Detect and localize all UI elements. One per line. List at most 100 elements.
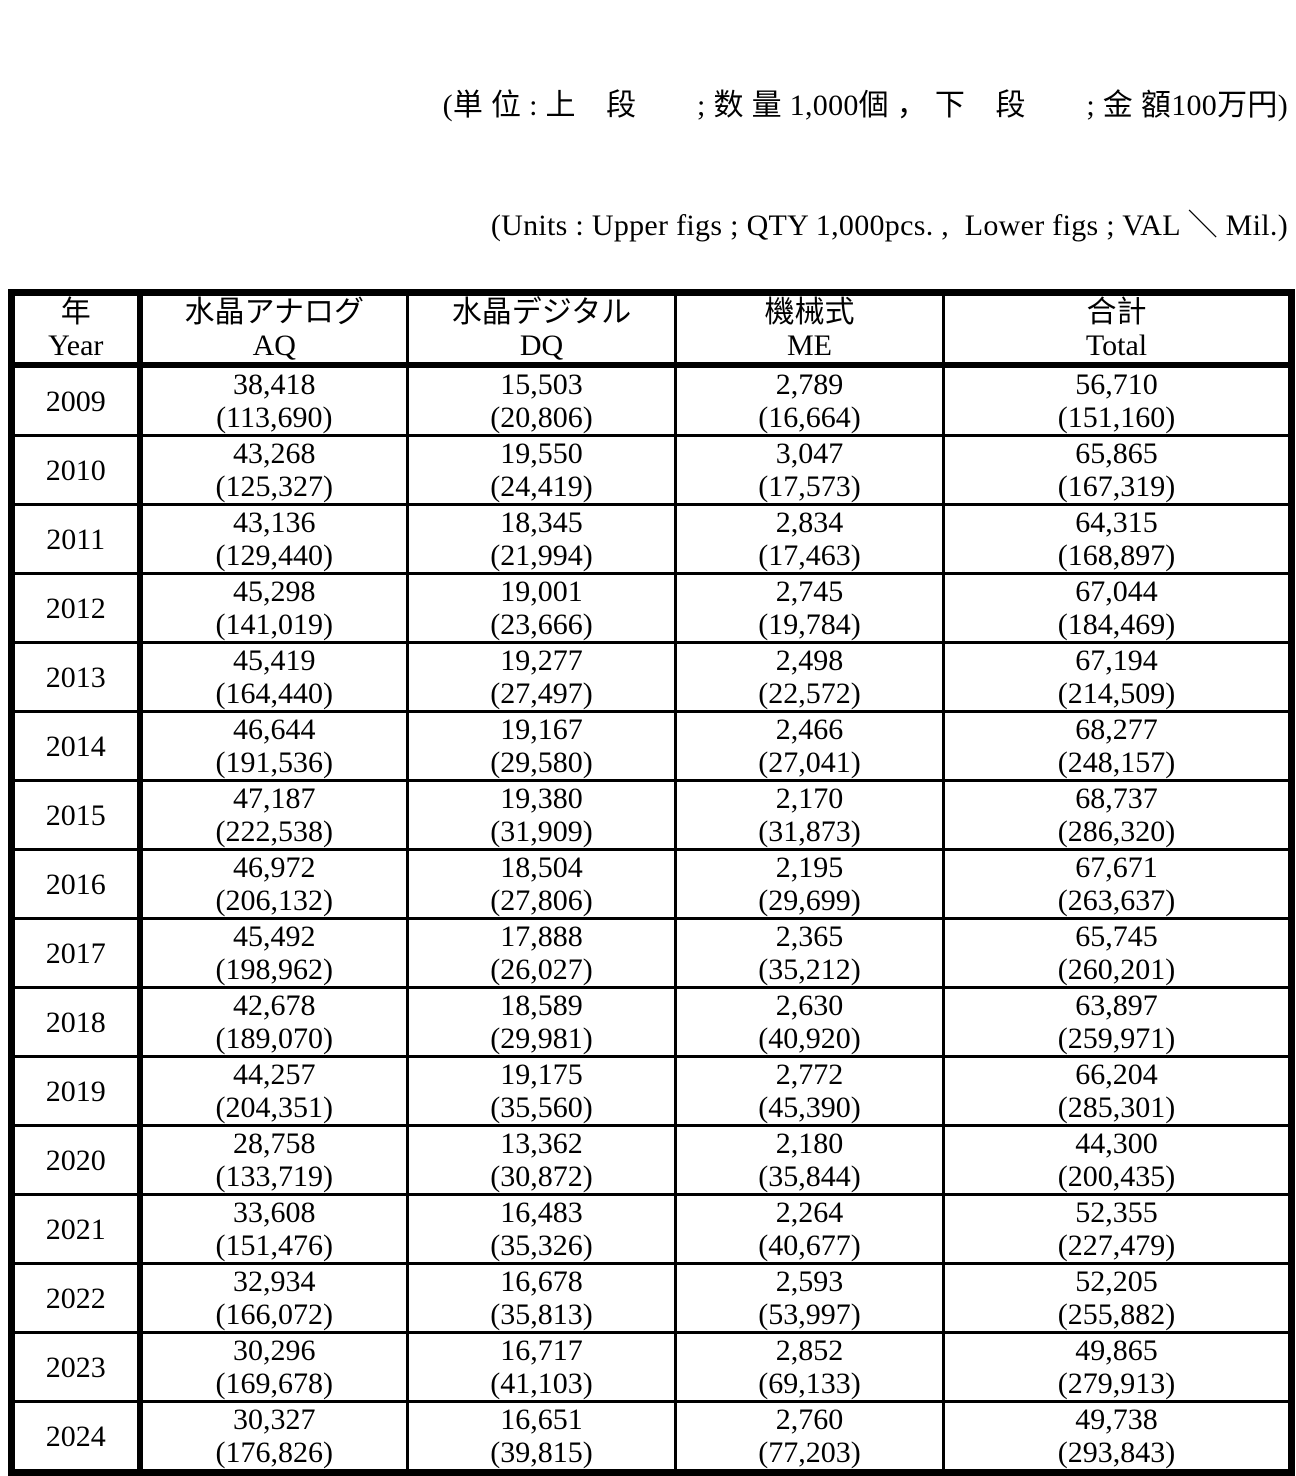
data-cell-dq: 19,550 (24,419) [406,434,677,506]
data-cell-aq: 47,187 (222,538) [138,779,409,851]
quantity-value: 45,298 [233,575,316,609]
amount-value: (227,479) [1057,1229,1176,1262]
data-cell-total: 68,277 (248,157) [942,710,1293,782]
quantity-value: 19,167 [500,713,583,747]
quantity-value: 44,257 [233,1058,316,1092]
data-cell-me: 2,593 (53,997) [674,1262,945,1334]
data-cell-total: 68,737 (286,320) [942,779,1293,851]
amount-value: (69,133) [758,1367,861,1400]
amount-value: (113,690) [216,401,333,434]
amount-value: (22,572) [758,677,861,710]
table-row-2015: 2015 47,187 (222,538) 19,380 (31,909) 2,170 (3… [10,779,1293,851]
data-cell-total: 65,865 (167,319) [942,434,1293,506]
data-cell-dq: 18,589 (29,981) [406,986,677,1058]
data-cell-dq: 15,503 (20,806) [406,363,677,437]
amount-value: (164,440) [215,677,333,710]
data-cell-aq: 46,644 (191,536) [138,710,409,782]
quantity-value: 67,194 [1075,644,1158,678]
data-cell-me: 2,498 (22,572) [674,641,945,713]
quantity-value: 68,737 [1075,782,1158,816]
quantity-value: 2,852 [775,1334,844,1368]
quantity-value: 19,380 [500,782,583,816]
data-cell-dq: 19,167 (29,580) [406,710,677,782]
quantity-value: 67,044 [1075,575,1158,609]
quantity-value: 2,498 [775,644,844,678]
amount-value: (279,913) [1057,1367,1176,1400]
data-cell-aq: 33,608 (151,476) [138,1193,409,1265]
amount-value: (45,390) [758,1091,861,1124]
quantity-value: 44,300 [1075,1127,1158,1161]
amount-value: (214,509) [1057,677,1176,710]
year-cell: 2020 [10,1124,143,1196]
amount-value: (31,909) [490,815,593,848]
data-cell-aq: 42,678 (189,070) [138,986,409,1058]
table-row-2023: 2023 30,296 (169,678) 16,717 (41,103) 2,852 (6… [10,1331,1293,1403]
data-cell-aq: 30,327 (176,826) [138,1400,409,1474]
table-row-2011: 2011 43,136 (129,440) 18,345 (21,994) 2,834 (1… [10,503,1293,575]
table-row-2018: 2018 42,678 (189,070) 18,589 (29,981) 2,630 (4… [10,986,1293,1058]
amount-value: (35,844) [758,1160,861,1193]
data-cell-aq: 28,758 (133,719) [138,1124,409,1196]
quantity-value: 2,772 [775,1058,844,1092]
amount-value: (41,103) [490,1367,593,1400]
units-note-jp: (単 位 : 上 段 ; 数 量 1,000個 ， 下 段 ; 金 額100万円… [442,89,1288,122]
amount-value: (23,666) [490,608,593,641]
year-cell: 2013 [10,641,143,713]
data-cell-dq: 19,380 (31,909) [406,779,677,851]
quantity-value: 19,277 [500,644,583,678]
table-row-2013: 2013 45,419 (164,440) 19,277 (27,497) 2,498 (2… [10,641,1293,713]
data-cell-me: 2,852 (69,133) [674,1331,945,1403]
data-cell-total: 49,865 (279,913) [942,1331,1293,1403]
col-header-dq-en: DQ [519,329,564,362]
table-row-2024: 2024 30,327 (176,826) 16,651 (39,815) 2,760 (7… [10,1400,1293,1474]
table-row-2019: 2019 44,257 (204,351) 19,175 (35,560) 2,772 (4… [10,1055,1293,1127]
quantity-value: 2,170 [775,782,844,816]
col-header-me-jp: 機械式 [764,296,855,329]
data-cell-aq: 44,257 (204,351) [138,1055,409,1127]
data-cell-total: 67,671 (263,637) [942,848,1293,920]
amount-value: (35,326) [490,1229,593,1262]
data-cell-me: 3,047 (17,573) [674,434,945,506]
data-cell-aq: 45,492 (198,962) [138,917,409,989]
col-header-total-en: Total [1085,329,1148,362]
col-header-dq-jp: 水晶デジタル [451,296,632,329]
quantity-value: 49,738 [1075,1403,1158,1437]
quantity-value: 2,789 [775,368,844,401]
quantity-value: 2,630 [775,989,844,1023]
table-row-2020: 2020 28,758 (133,719) 13,362 (30,872) 2,180 (3… [10,1124,1293,1196]
year-cell: 2018 [10,986,143,1058]
amount-value: (29,580) [490,746,593,779]
quantity-value: 15,503 [500,368,583,401]
data-cell-me: 2,195 (29,699) [674,848,945,920]
amount-value: (166,072) [215,1298,333,1331]
col-header-aq-en: AQ [252,329,296,362]
year-cell: 2015 [10,779,143,851]
year-cell: 2022 [10,1262,143,1334]
table-row-2014: 2014 46,644 (191,536) 19,167 (29,580) 2,466 (2… [10,710,1293,782]
quantity-value: 3,047 [775,437,844,471]
amount-value: (27,497) [490,677,593,710]
quantity-value: 52,355 [1075,1196,1158,1230]
quantity-value: 28,758 [233,1127,316,1161]
quantity-value: 18,345 [500,506,583,540]
amount-value: (169,678) [215,1367,333,1400]
quantity-value: 2,365 [775,920,844,954]
data-cell-aq: 45,298 (141,019) [138,572,409,644]
data-cell-dq: 16,651 (39,815) [406,1400,677,1474]
table-row-2016: 2016 46,972 (206,132) 18,504 (27,806) 2,195 (2… [10,848,1293,920]
col-header-me: 機械式 ME [674,291,945,368]
quantity-value: 2,745 [775,575,844,609]
amount-value: (285,301) [1057,1091,1176,1124]
amount-value: (248,157) [1057,746,1176,779]
amount-value: (260,201) [1057,953,1176,986]
quantity-value: 65,865 [1075,437,1158,471]
data-cell-me: 2,365 (35,212) [674,917,945,989]
data-cell-dq: 19,175 (35,560) [406,1055,677,1127]
data-cell-dq: 19,001 (23,666) [406,572,677,644]
col-header-year: 年 Year [10,291,143,368]
data-cell-dq: 16,717 (41,103) [406,1331,677,1403]
quantity-value: 17,888 [500,920,583,954]
data-cell-total: 44,300 (200,435) [942,1124,1293,1196]
col-header-aq: 水晶アナログ AQ [138,291,409,368]
year-cell: 2009 [10,363,143,437]
